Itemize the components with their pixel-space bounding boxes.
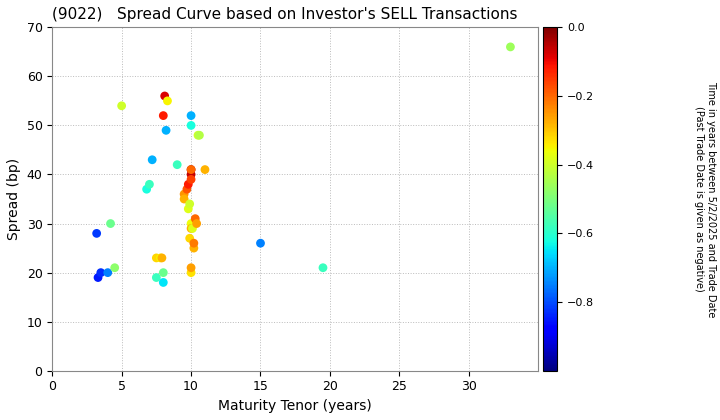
Point <box>171 161 183 168</box>
X-axis label: Maturity Tenor (years): Maturity Tenor (years) <box>218 399 372 413</box>
Point <box>116 102 127 109</box>
Point <box>109 264 120 271</box>
Point <box>255 240 266 247</box>
Point <box>144 181 156 188</box>
Point <box>183 205 194 212</box>
Point <box>186 225 198 232</box>
Point <box>158 269 169 276</box>
Point <box>185 220 197 227</box>
Point <box>158 112 169 119</box>
Point <box>161 127 172 134</box>
Point <box>185 171 197 178</box>
Point <box>155 255 166 261</box>
Point <box>194 132 205 139</box>
Point <box>146 156 158 163</box>
Point <box>318 264 329 271</box>
Point <box>92 274 104 281</box>
Point <box>91 230 102 237</box>
Point <box>162 97 174 104</box>
Point <box>185 166 197 173</box>
Point <box>183 181 194 188</box>
Point <box>141 186 153 193</box>
Point <box>185 225 197 232</box>
Point <box>179 196 190 202</box>
Point <box>185 166 197 173</box>
Y-axis label: Time in years between 5/2/2025 and Trade Date
(Past Trade Date is given as negat: Time in years between 5/2/2025 and Trade… <box>694 81 716 317</box>
Point <box>158 279 169 286</box>
Point <box>159 93 171 100</box>
Point <box>184 201 195 207</box>
Point <box>185 122 197 129</box>
Point <box>95 269 107 276</box>
Point <box>188 245 199 252</box>
Point <box>185 264 197 271</box>
Point <box>185 112 197 119</box>
Point <box>181 186 193 193</box>
Y-axis label: Spread (bp): Spread (bp) <box>7 158 21 240</box>
Point <box>150 274 162 281</box>
Point <box>105 220 117 227</box>
Point <box>188 240 199 247</box>
Point <box>156 255 168 261</box>
Point <box>505 44 516 50</box>
Point <box>185 176 197 183</box>
Point <box>150 255 162 261</box>
Point <box>189 215 201 222</box>
Point <box>179 191 190 197</box>
Point <box>184 235 195 242</box>
Point <box>192 132 204 139</box>
Point <box>191 220 202 227</box>
Text: (9022)   Spread Curve based on Investor's SELL Transactions: (9022) Spread Curve based on Investor's … <box>53 7 518 22</box>
Point <box>199 166 211 173</box>
Point <box>185 269 197 276</box>
Point <box>102 269 114 276</box>
